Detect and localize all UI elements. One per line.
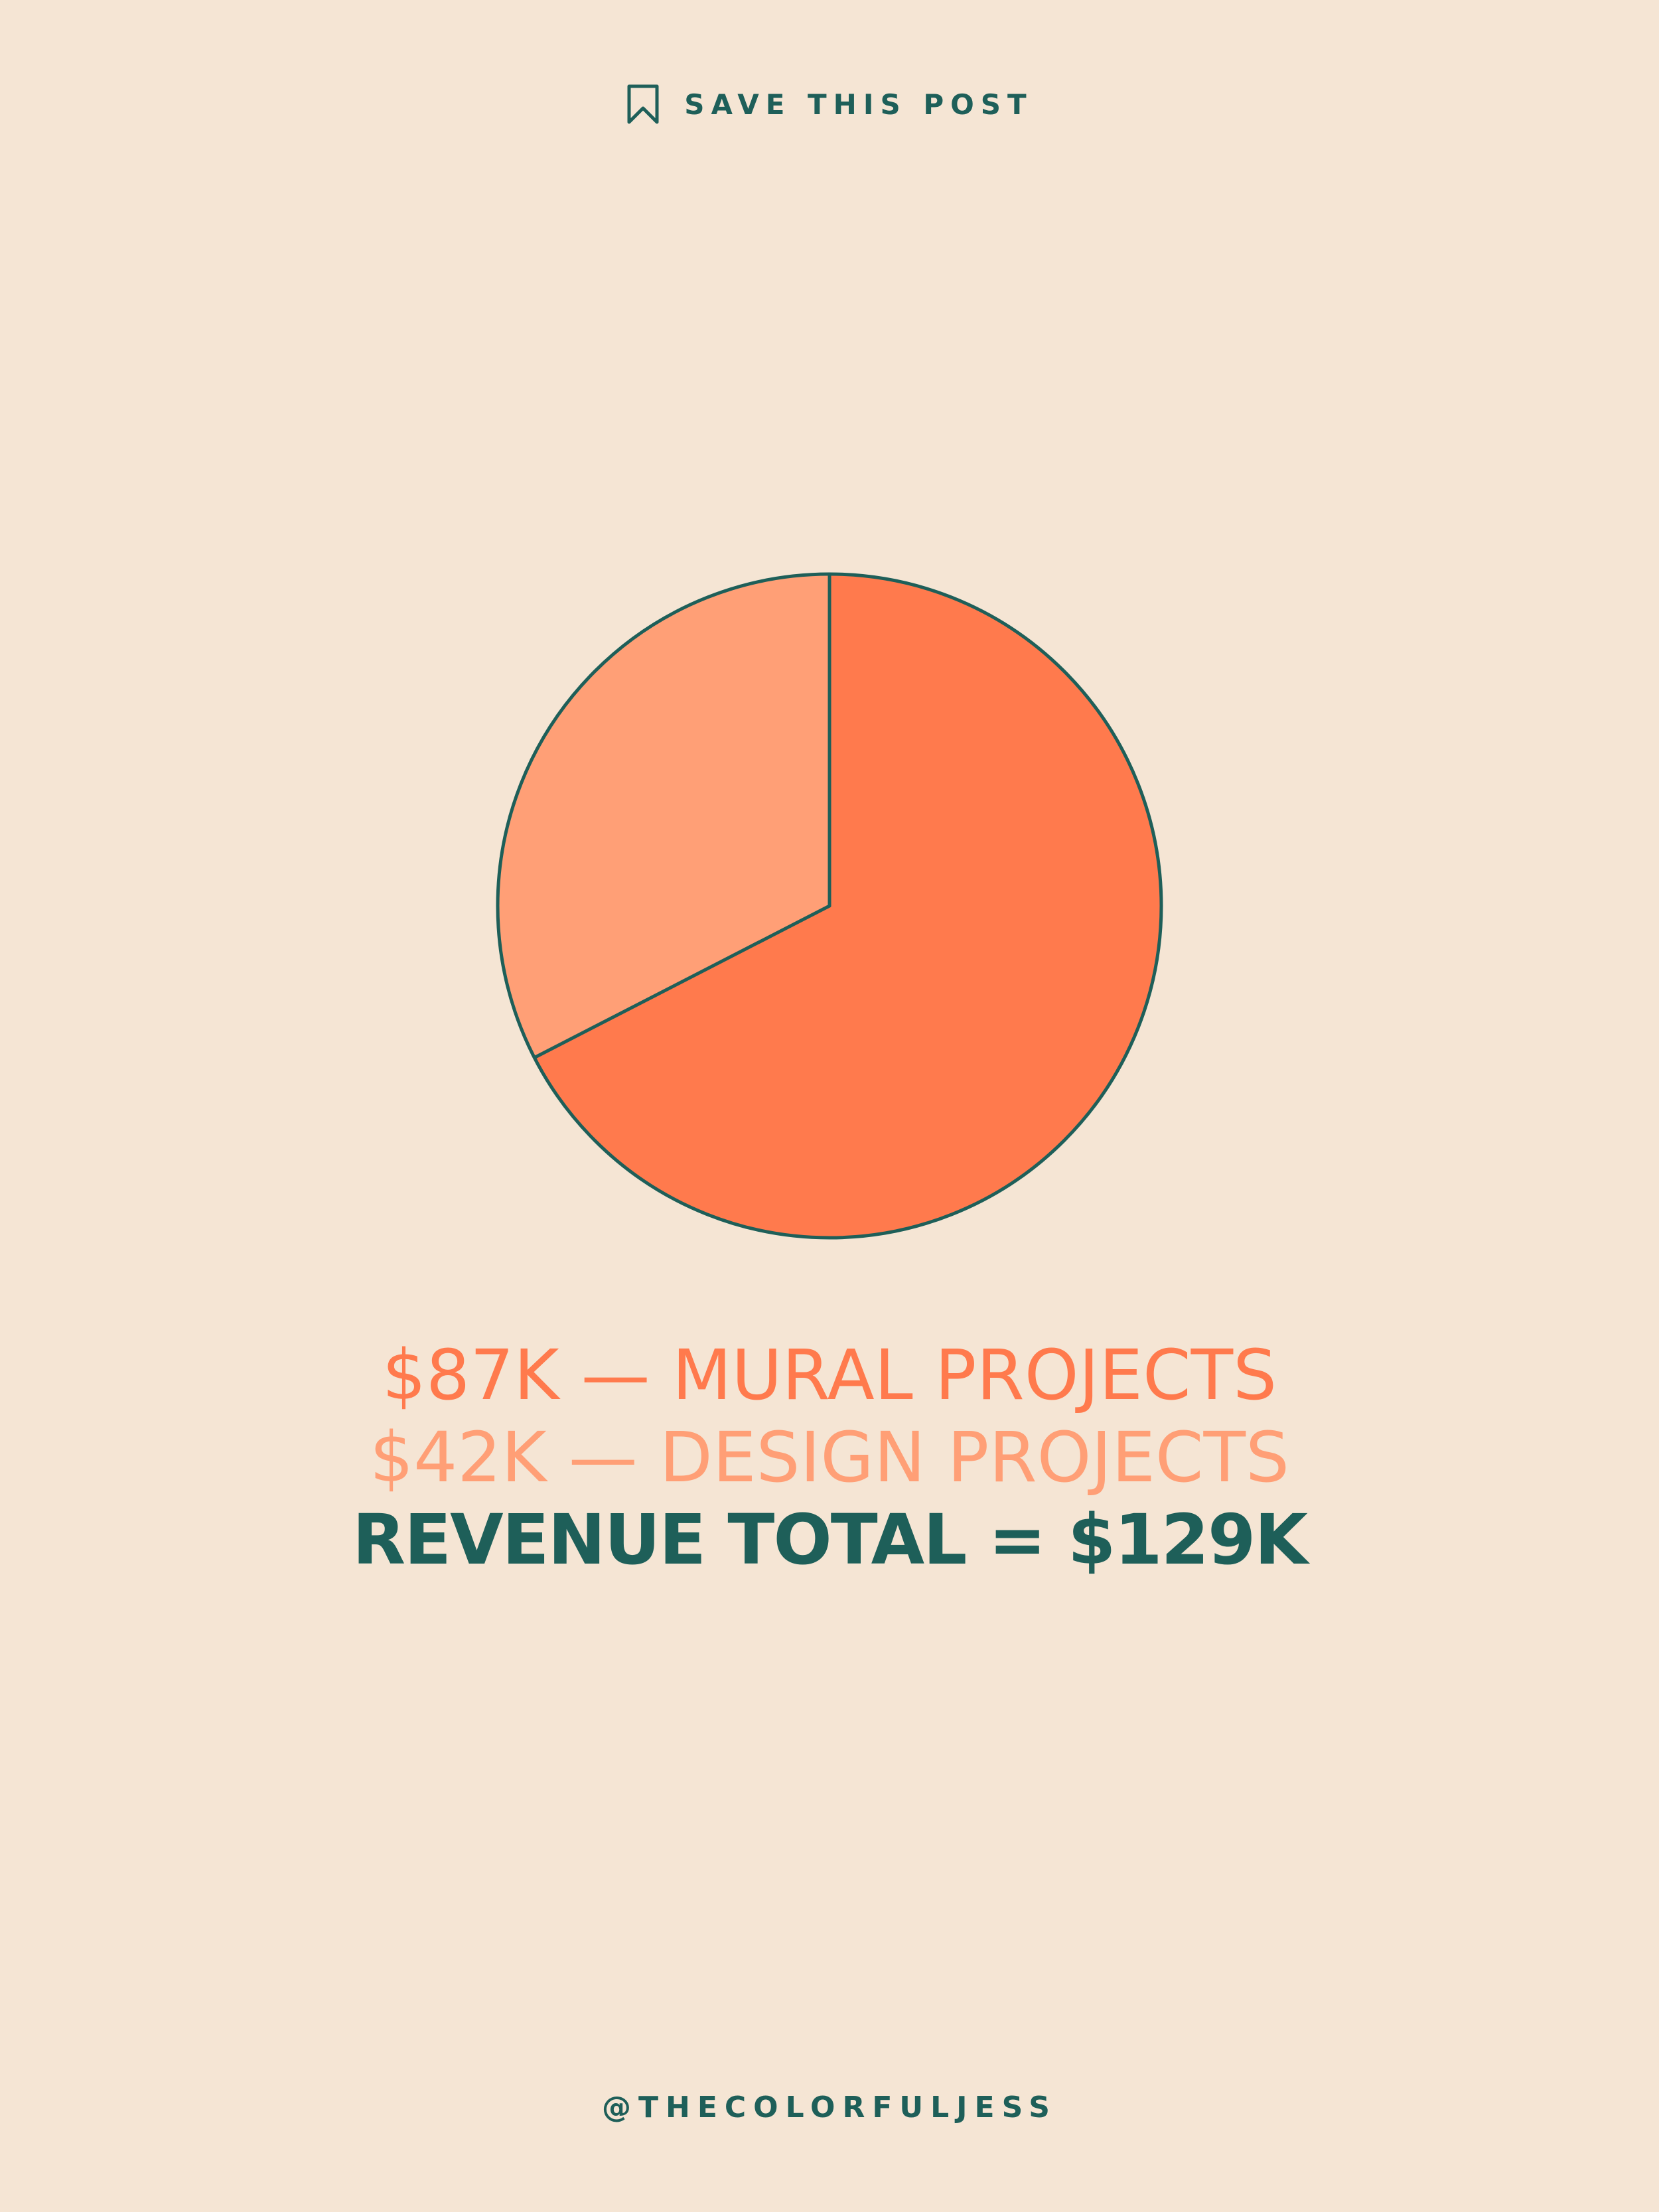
pie-slices [497, 574, 1161, 1238]
pie-divider-1 [532, 904, 831, 1060]
save-post-label: SAVE THIS POST [684, 88, 1033, 121]
bookmark-icon [627, 84, 659, 124]
chart-legend: $87K — MURAL PROJECTS $42K — DESIGN PROJ… [0, 1334, 1659, 1581]
legend-mural-projects: $87K — MURAL PROJECTS [382, 1335, 1277, 1416]
social-handle: @THECOLORFULJESS [602, 2091, 1057, 2124]
legend-design-projects: $42K — DESIGN PROJECTS [369, 1417, 1290, 1498]
pie-slice-mural-projects [534, 574, 1161, 1238]
pie-outline [496, 572, 1163, 1240]
revenue-total: REVENUE TOTAL = $129K [352, 1499, 1308, 1580]
pie-slice-design-projects [497, 574, 830, 1058]
save-post-button[interactable]: SAVE THIS POST [0, 84, 1659, 126]
